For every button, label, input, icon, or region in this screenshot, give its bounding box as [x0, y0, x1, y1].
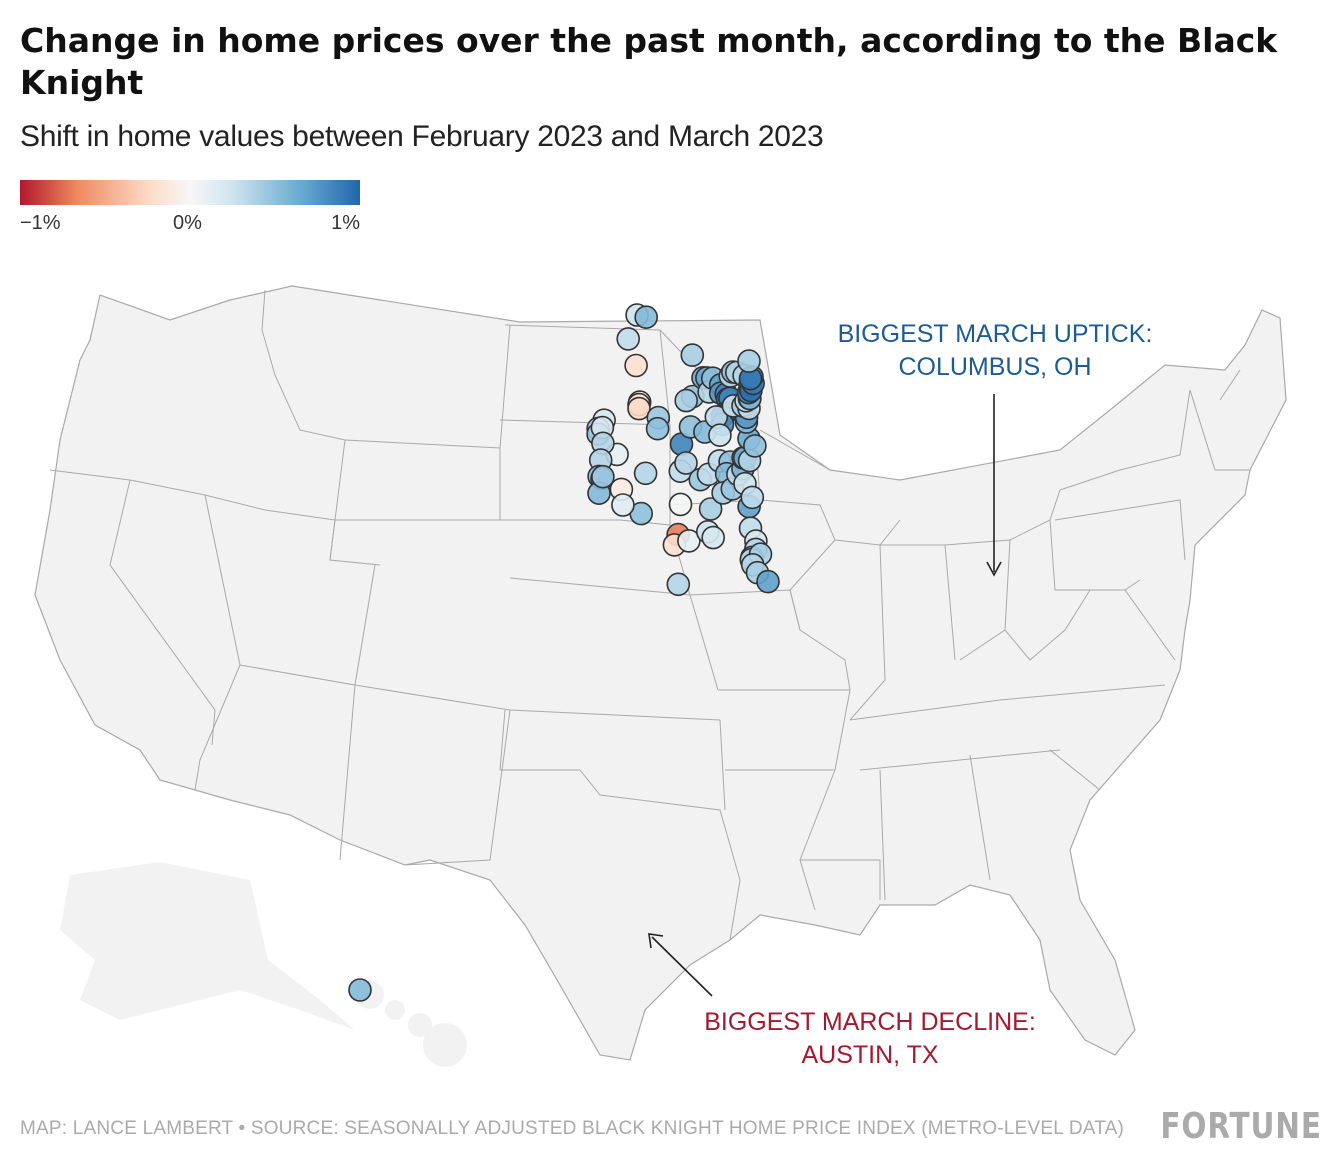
state-border [800, 859, 881, 900]
hawaii-island [408, 1013, 432, 1037]
state-border [719, 719, 726, 811]
metro-point[interactable] [680, 343, 705, 367]
metro-point[interactable] [737, 349, 761, 373]
fortune-logo: FORTUNE [1160, 1106, 1322, 1147]
decline-annotation: BIGGEST MARCH DECLINE: AUSTIN, TX [700, 1006, 1040, 1072]
decline-arrow [651, 936, 713, 997]
legend-mid-label: 0% [173, 212, 202, 234]
metro-point[interactable] [756, 569, 780, 594]
state-border [354, 684, 511, 866]
state-border [879, 519, 901, 546]
annotation-arrows [648, 394, 1002, 997]
decline-annotation-line-2: AUSTIN, TX [801, 1041, 939, 1069]
state-border [834, 539, 956, 661]
metro-point[interactable] [627, 396, 651, 421]
state-border [1049, 749, 1101, 791]
metro-point[interactable] [348, 978, 372, 1002]
uptick-annotation-line-2: COLUMBUS, OH [898, 353, 1092, 381]
state-border [849, 544, 886, 721]
legend-gradient-bar [20, 180, 360, 205]
source-footer: MAP: LANCE LAMBERT • SOURCE: SEASONALLY … [20, 1118, 1125, 1139]
metro-point[interactable] [708, 423, 732, 448]
metro-point[interactable] [624, 353, 648, 378]
legend-max-label: 1% [331, 212, 360, 234]
metro-point[interactable] [677, 529, 701, 553]
legend-min-label: −1% [20, 212, 61, 234]
state-border [789, 589, 851, 691]
metro-point[interactable] [616, 327, 641, 351]
metro-point[interactable] [633, 461, 658, 486]
metro-point[interactable] [668, 492, 693, 517]
state-borders [49, 289, 1250, 941]
color-legend: −1% 0% 1% [20, 180, 360, 236]
state-border [204, 494, 241, 666]
state-border [1059, 389, 1191, 491]
decline-annotation-line-1: BIGGEST MARCH DECLINE: [704, 1008, 1036, 1036]
state-border [759, 429, 831, 471]
metro-point[interactable] [645, 416, 670, 441]
state-border [944, 489, 1061, 546]
state-border [969, 754, 991, 881]
state-border [1049, 519, 1141, 591]
state-border [718, 689, 851, 771]
alaska-inset [60, 862, 355, 1030]
metro-point[interactable] [740, 485, 765, 510]
state-border [499, 709, 580, 771]
state-border [849, 684, 1166, 721]
land-layer [34, 285, 1287, 1067]
state-border [1124, 589, 1176, 661]
state-border [1219, 369, 1241, 401]
uptick-annotation-line-1: BIGGEST MARCH UPTICK: [837, 320, 1153, 348]
map-title: Change in home prices over the past mont… [20, 21, 1278, 102]
state-border [261, 289, 346, 561]
metro-point[interactable] [634, 305, 659, 330]
state-border [509, 709, 721, 721]
state-border [879, 769, 886, 901]
metro-point[interactable] [698, 497, 723, 521]
metro-point[interactable] [666, 572, 691, 597]
state-border [579, 769, 741, 941]
state-border [859, 749, 1061, 771]
state-border [1189, 389, 1216, 471]
state-border [1054, 499, 1186, 561]
state-border [194, 664, 241, 791]
metro-point[interactable] [674, 388, 699, 413]
map-subtitle: Shift in home values between February 20… [20, 120, 824, 153]
metro-point[interactable] [591, 464, 615, 489]
us-map [34, 285, 1287, 1067]
conus-landmass [34, 285, 1287, 1061]
metro-point[interactable] [674, 451, 698, 475]
hawaii-island [385, 1000, 405, 1020]
metro-points [348, 303, 780, 1002]
hawaii-island [423, 1023, 467, 1067]
state-border [759, 499, 836, 591]
state-border [1004, 589, 1091, 661]
metro-point[interactable] [611, 493, 635, 517]
state-border [339, 684, 356, 861]
metro-point[interactable] [743, 434, 767, 458]
uptick-annotation: BIGGEST MARCH UPTICK: COLUMBUS, OH [830, 318, 1160, 384]
metro-point[interactable] [701, 525, 726, 550]
